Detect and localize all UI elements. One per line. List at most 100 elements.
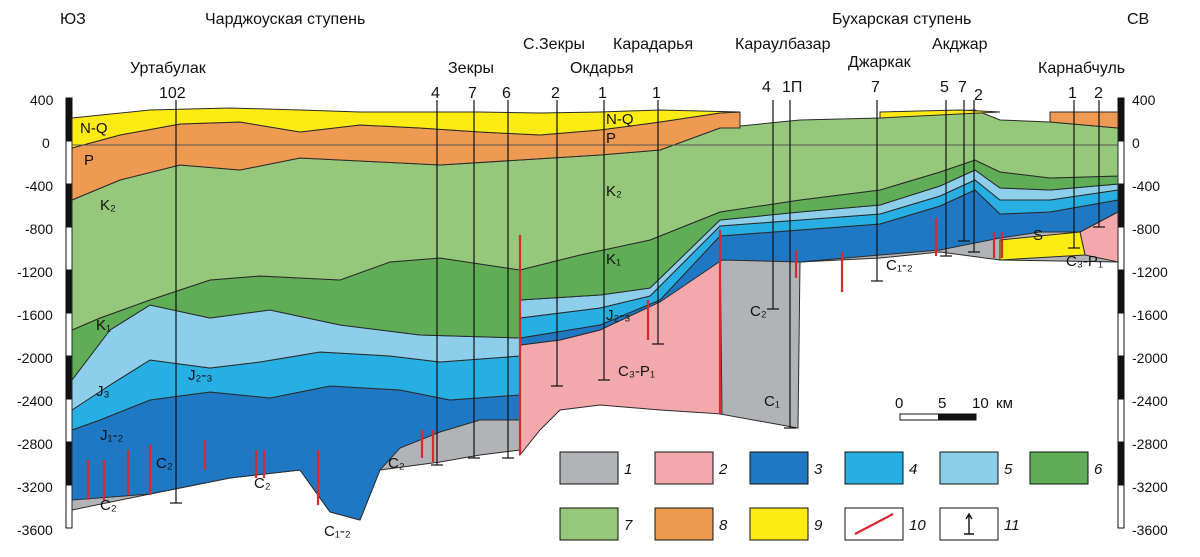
well-s-zekry-2 [551, 100, 563, 387]
well-dzharkak-7 [871, 100, 883, 282]
stratum-label: J₂-₃ [188, 367, 212, 384]
well-karaulbazar-4 [767, 100, 779, 310]
depth-axis-segment-right [1117, 269, 1125, 314]
well-karnabchul-2 [1093, 100, 1105, 228]
depth-label: 0 [42, 135, 50, 151]
legend-number: 8 [719, 517, 728, 534]
well-number: 2 [1094, 85, 1103, 102]
stratum-label: S [1033, 227, 1043, 244]
region-chardzhou-step: Чарджоуская ступень [205, 11, 365, 28]
legend-number: 1 [624, 461, 632, 478]
region-bukhara-step: Бухарская ступень [832, 11, 971, 28]
wells [170, 100, 1105, 504]
legend-number: 9 [814, 517, 823, 534]
stratum-label: J₂-₃ [606, 307, 630, 324]
legend-swatch [844, 451, 904, 485]
legend-number: 3 [814, 461, 823, 478]
depth-axis-left: 400 0 -400 -800 -1200 -1600 -2000 -2400 … [17, 92, 54, 538]
depth-axis-segment-right [1117, 312, 1125, 357]
depth-label: -2400 [1132, 393, 1168, 409]
well-labels: 102 4 7 6 2 1 1 4 1П 7 5 7 2 1 2 [159, 79, 1103, 104]
depth-label: -2400 [17, 393, 53, 409]
legend: 1 2 3 4 5 6 7 8 9 10 11 [559, 451, 1103, 541]
well-karadarya-1 [652, 100, 664, 345]
well-akdzhar-2 [968, 100, 980, 253]
well-akdzhar-5 [940, 100, 952, 257]
depth-axis-segment-right [1117, 441, 1125, 486]
legend-number: 7 [624, 517, 633, 534]
depth-label: 0 [1132, 135, 1140, 151]
well-number: 7 [468, 85, 477, 102]
stratum-label: J₁-₂ [100, 427, 124, 444]
depth-axis-right: 400 0 -400 -800 -1200 -1600 -2000 -2400 … [1132, 92, 1168, 538]
depth-label: -3600 [17, 522, 53, 538]
depth-axis-segment-left [65, 355, 73, 400]
stratum-label: C₂ [388, 455, 405, 472]
legend-number: 6 [1094, 461, 1103, 478]
depth-axis-segment-left [65, 484, 73, 529]
depth-axis-segment-right [1117, 355, 1125, 400]
depth-axis-segment-right [1117, 484, 1125, 529]
well-number: 1П [782, 79, 802, 96]
depth-axis-segment-right [1117, 140, 1125, 185]
depth-axis-segment-right [1117, 97, 1125, 142]
well-karaulbazar-1p [784, 100, 796, 429]
stratum-label: C₁-₂ [324, 523, 351, 540]
well-number: 102 [159, 85, 186, 102]
legend-swatch [749, 507, 809, 541]
stratum-label: C₂ [750, 303, 767, 320]
well-okdarya-1 [598, 100, 610, 381]
area-karadarya: Карадарья [613, 36, 693, 53]
scale-tick-label: 10 [972, 395, 989, 412]
depth-axis-segment-right [1117, 226, 1125, 271]
legend-swatch [559, 451, 619, 485]
legend-number: 11 [1004, 517, 1020, 534]
depth-axis-segment-left [65, 97, 73, 142]
legend-swatch [654, 507, 714, 541]
stratum-labels: N-Q P K₂ K₁ J₃ J₂-₃ J₁-₂ C₂ C₂ C₂ C₂ C₁-… [80, 111, 1103, 540]
legend-number: 5 [1004, 461, 1013, 478]
stratum-label: K₁ [606, 251, 621, 268]
area-dzharkak: Джаркак [848, 54, 912, 71]
stratum-label: K₂ [606, 183, 622, 200]
stratum-label: P [84, 152, 94, 169]
direction-southwest: ЮЗ [60, 11, 86, 28]
stratum-label: C₂ [254, 475, 271, 492]
strata-layers [71, 107, 1119, 521]
stratum-label: N-Q [80, 120, 108, 137]
fault-symbol [854, 513, 894, 535]
stratum-label: C₁-₂ [886, 257, 913, 274]
depth-label: -1600 [1132, 307, 1168, 323]
depth-label: -3200 [1132, 479, 1168, 495]
stratum-label: N-Q [606, 111, 634, 128]
legend-swatch [939, 451, 999, 485]
depth-label: 400 [1132, 92, 1156, 108]
legend-number: 10 [909, 517, 926, 534]
legend-number: 2 [718, 461, 728, 478]
paleogene-right-layer [1049, 111, 1119, 129]
stratum-label: P [606, 130, 616, 147]
depth-label: -1200 [1132, 264, 1168, 280]
depth-label: -2000 [17, 350, 53, 366]
depth-label: -400 [25, 178, 53, 194]
depth-label: -1200 [17, 264, 53, 280]
depth-label: -800 [25, 221, 53, 237]
scale-tick-label: 0 [895, 395, 903, 412]
well-number: 7 [871, 79, 880, 96]
depth-label: -3600 [1132, 522, 1168, 538]
depth-label: -1600 [17, 307, 53, 323]
depth-axis-segment-left [65, 398, 73, 443]
well-number: 6 [502, 85, 511, 102]
stratum-label: C₂ [100, 497, 117, 514]
scale-tick-label: 5 [938, 395, 946, 412]
well-number: 7 [958, 79, 967, 96]
depth-label: -2800 [17, 436, 53, 452]
well-number: 5 [940, 79, 949, 96]
depth-axis-segment-right [1117, 183, 1125, 228]
well-zekry-4 [431, 100, 443, 466]
well-karnabchul-1 [1068, 100, 1080, 249]
area-karnabchul: Карнабчуль [1038, 60, 1125, 77]
silurian-layer [999, 231, 1086, 261]
legend-number: 4 [909, 461, 917, 478]
stratum-label: C₁ [764, 393, 780, 410]
